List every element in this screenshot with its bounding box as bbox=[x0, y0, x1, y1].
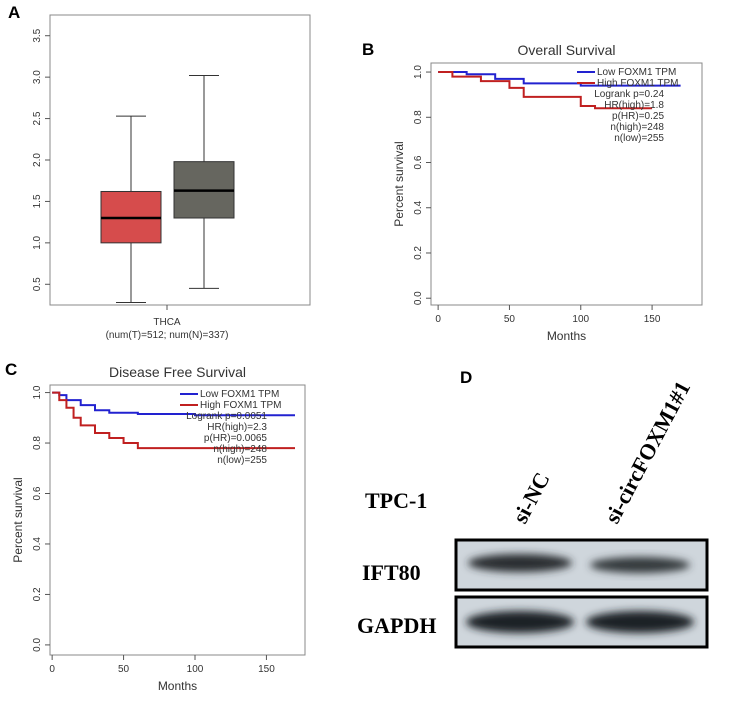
y-tick-label: 0.4 bbox=[413, 200, 424, 214]
legend-label: High FOXM1 TPM bbox=[200, 400, 282, 411]
annotation: HR(high)=1.8 bbox=[604, 100, 664, 111]
x-tick-label: 100 bbox=[187, 664, 204, 675]
y-axis-label: Percent survival bbox=[392, 141, 406, 226]
x-tick-label: 150 bbox=[644, 314, 661, 325]
y-tick-label: 3.0 bbox=[32, 70, 43, 84]
x-label: THCA bbox=[153, 317, 181, 328]
survival-curve bbox=[52, 391, 295, 450]
y-tick-label: 1.0 bbox=[413, 65, 424, 79]
x-axis-label: Months bbox=[158, 679, 197, 693]
annotation: p(HR)=0.25 bbox=[612, 111, 664, 122]
annotation: HR(high)=2.3 bbox=[207, 422, 267, 433]
annotation: n(high)=248 bbox=[213, 444, 267, 455]
cell-line: TPC-1 bbox=[365, 488, 427, 513]
lane-label: si-circFOXM1#1 bbox=[599, 377, 695, 528]
x-tick-label: 100 bbox=[572, 314, 589, 325]
panel-label: A bbox=[8, 3, 20, 22]
y-tick-label: 1.0 bbox=[32, 385, 43, 399]
y-tick-label: 0.0 bbox=[32, 638, 43, 652]
chart-title: Overall Survival bbox=[517, 42, 615, 58]
y-tick-label: 2.5 bbox=[32, 111, 43, 125]
survival-curve bbox=[438, 71, 653, 110]
survival-curve bbox=[52, 391, 295, 417]
panel-label: C bbox=[5, 360, 17, 379]
y-tick-label: 1.0 bbox=[32, 235, 43, 249]
annotation: Logrank p=0.24 bbox=[594, 89, 664, 100]
lane-label: si-NC bbox=[507, 468, 554, 527]
survival-curve bbox=[438, 71, 681, 87]
y-tick-label: 0.2 bbox=[413, 246, 424, 260]
y-axis-label: Percent survival bbox=[11, 477, 25, 562]
annotation: n(low)=255 bbox=[614, 133, 664, 144]
legend-label: Low FOXM1 TPM bbox=[200, 389, 279, 400]
plot-frame bbox=[49, 384, 306, 656]
panel-label: D bbox=[460, 368, 472, 387]
plot-frame bbox=[49, 14, 311, 306]
x-tick-label: 150 bbox=[258, 664, 275, 675]
annotation: Logrank p=0.0051 bbox=[186, 411, 267, 422]
y-tick-label: 0.6 bbox=[32, 486, 43, 500]
y-tick-label: 2.0 bbox=[32, 153, 43, 167]
y-tick-label: 1.5 bbox=[32, 194, 43, 208]
x-tick-label: 50 bbox=[504, 314, 516, 325]
chart-title: Disease Free Survival bbox=[109, 364, 246, 380]
row-label: IFT80 bbox=[362, 560, 421, 585]
y-tick-label: 0.0 bbox=[413, 291, 424, 305]
y-tick-label: 0.6 bbox=[413, 155, 424, 169]
annotation: n(low)=255 bbox=[217, 455, 267, 466]
x-label-note: (num(T)=512; num(N)=337) bbox=[106, 330, 229, 341]
x-tick-label: 0 bbox=[435, 314, 441, 325]
blot-panel bbox=[454, 538, 709, 649]
plot-frame bbox=[430, 62, 703, 306]
y-tick-label: 0.4 bbox=[32, 537, 43, 551]
annotation: p(HR)=0.0065 bbox=[204, 433, 268, 444]
legend-label: Low FOXM1 TPM bbox=[597, 67, 676, 78]
panel-label: B bbox=[362, 40, 374, 59]
x-axis-label: Months bbox=[547, 329, 586, 343]
legend-label: High FOXM1 TPM bbox=[597, 78, 679, 89]
y-tick-label: 0.2 bbox=[32, 587, 43, 601]
y-tick-label: 0.8 bbox=[32, 436, 43, 450]
x-tick-label: 0 bbox=[49, 664, 55, 675]
annotation: n(high)=248 bbox=[610, 122, 664, 133]
x-tick-label: 50 bbox=[118, 664, 130, 675]
y-tick-label: 0.8 bbox=[413, 110, 424, 124]
y-tick-label: 0.5 bbox=[32, 277, 43, 291]
row-label: GAPDH bbox=[357, 613, 436, 638]
y-tick-label: 3.5 bbox=[32, 28, 43, 42]
